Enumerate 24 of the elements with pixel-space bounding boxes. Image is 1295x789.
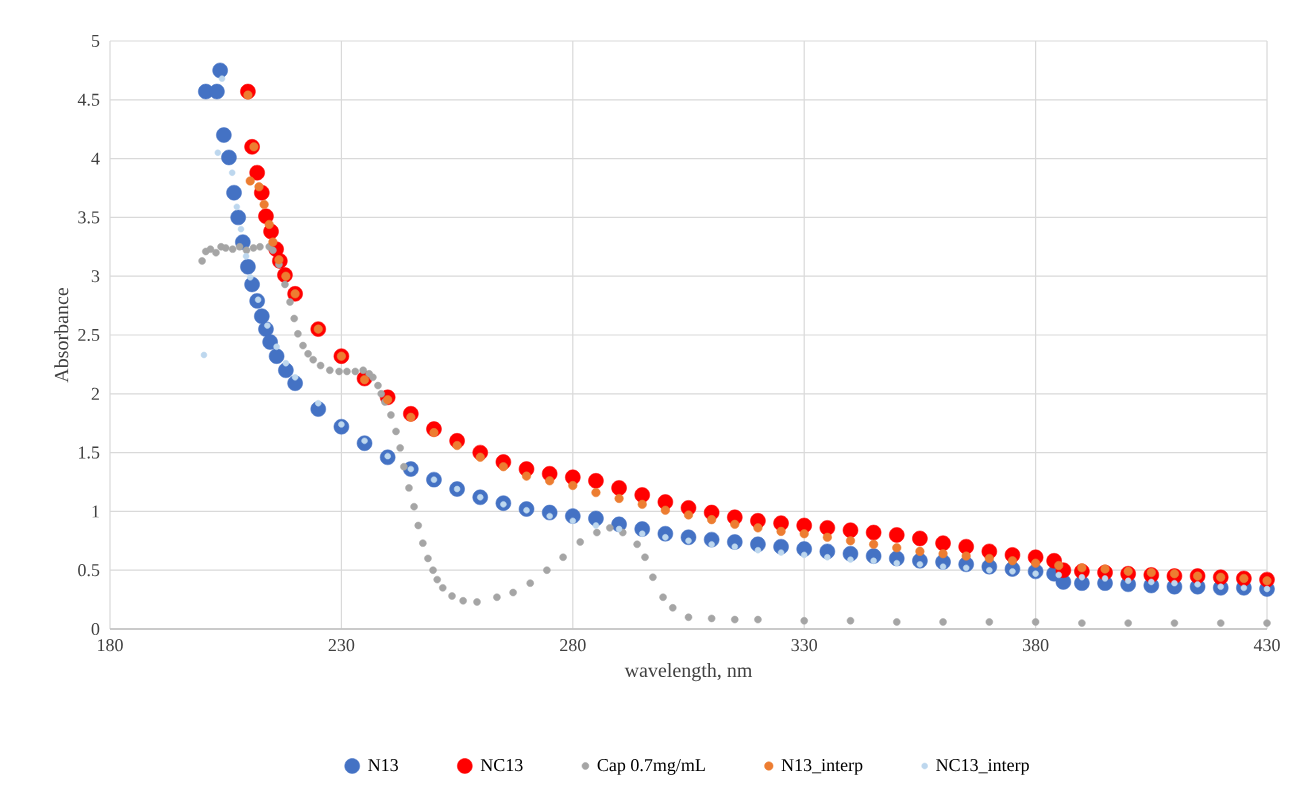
y-tick-label: 4 [91, 152, 100, 165]
legend-label: Cap 0.7mg/mL [597, 759, 705, 775]
x-axis-title: wavelength, nm [624, 663, 753, 682]
y-tick-label: 2.5 [78, 328, 100, 342]
x-tick-label: 230 [328, 639, 355, 652]
x-tick-label: 430 [1253, 639, 1280, 652]
y-tick-label: 3 [91, 270, 100, 283]
x-tick-label: 380 [1022, 639, 1049, 652]
y-tick-label: 1 [92, 505, 99, 518]
y-tick-label: 2 [91, 387, 99, 400]
legend-label: N13 [368, 759, 398, 772]
y-tick-label: 0 [91, 622, 100, 636]
y-axis-title: Absorbance [54, 287, 69, 383]
y-tick-label: 3.5 [78, 211, 100, 224]
legend-label: N13_interp [781, 759, 863, 775]
x-tick-label: 180 [98, 639, 123, 652]
x-tick-label: 330 [791, 639, 818, 652]
y-tick-label: 1.5 [79, 446, 100, 459]
y-tick-label: 0.5 [78, 564, 100, 577]
y-tick-label: 4.5 [77, 93, 100, 106]
legend-label: NC13 [480, 759, 523, 772]
y-tick-label: 5 [92, 35, 100, 47]
legend-label: NC13_interp [936, 759, 1029, 775]
x-tick-label: 280 [560, 639, 586, 652]
